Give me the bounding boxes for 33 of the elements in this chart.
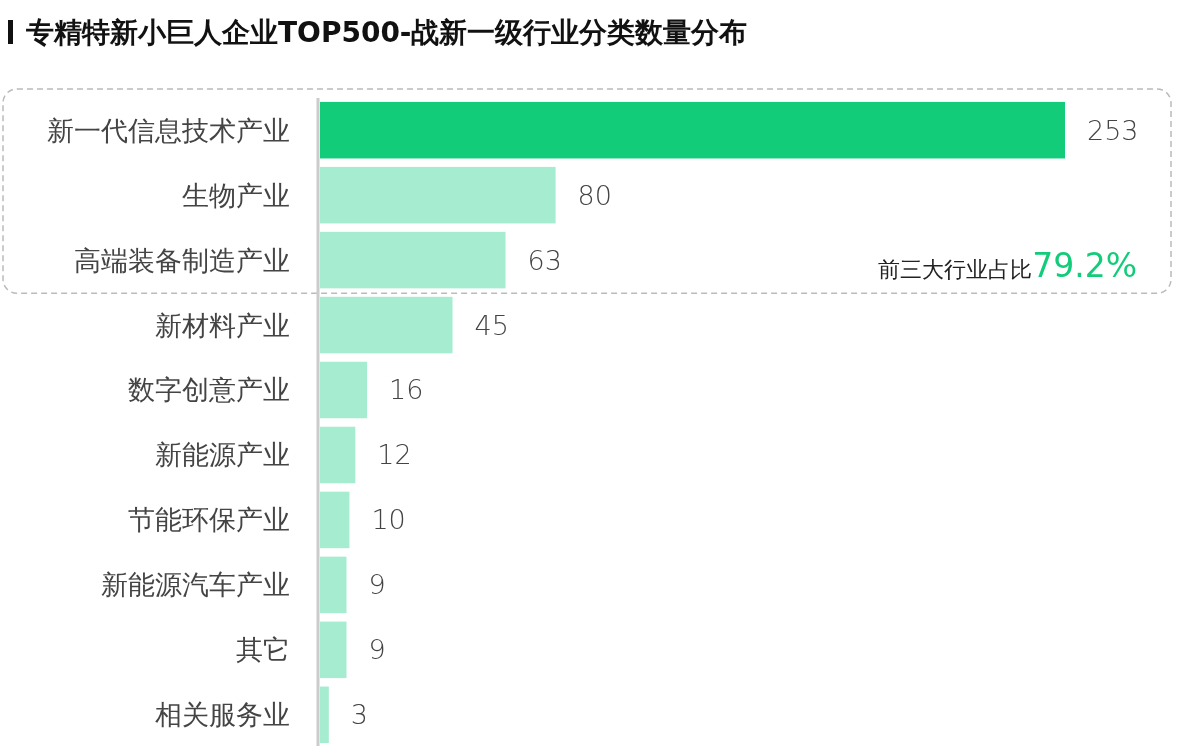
data-label: 45: [474, 309, 509, 341]
data-label: 253: [1087, 114, 1139, 146]
y-tick-label: 其它: [236, 634, 290, 666]
bar: [320, 361, 368, 419]
bar: [320, 101, 1065, 159]
bar: [320, 166, 556, 224]
bar: [320, 491, 350, 549]
data-label: 10: [371, 504, 406, 536]
y-tick-label: 生物产业: [182, 179, 290, 211]
y-tick-label: 新材料产业: [155, 309, 290, 341]
annotation: 前三大行业占比: [878, 257, 1033, 282]
y-tick-label: 新能源产业: [155, 439, 290, 471]
bar: [320, 426, 356, 484]
bar: [320, 556, 347, 614]
bar: [320, 686, 329, 744]
data-label: 3: [350, 699, 369, 731]
bar: [320, 231, 506, 289]
chart-title: 专精特新小巨人企业TOP500-战新一级行业分类数量分布: [25, 16, 748, 49]
y-tick-label: 节能环保产业: [128, 504, 290, 536]
data-label: 9: [368, 634, 386, 666]
data-label: 16: [389, 374, 424, 406]
data-label: 80: [577, 179, 612, 211]
y-tick-label: 相关服务业: [155, 699, 290, 731]
y-tick-label: 新一代信息技术产业: [47, 114, 290, 146]
data-label: 12: [377, 439, 412, 471]
y-tick-label: 新能源汽车产业: [101, 569, 290, 601]
y-tick-label: 数字创意产业: [128, 374, 290, 406]
bar: [320, 296, 453, 354]
y-tick-label: 高端装备制造产业: [74, 244, 290, 276]
data-label: 63: [527, 244, 562, 276]
data-label: 9: [368, 569, 386, 601]
bar: [320, 621, 347, 679]
annotation: 79.2%: [1032, 246, 1137, 285]
